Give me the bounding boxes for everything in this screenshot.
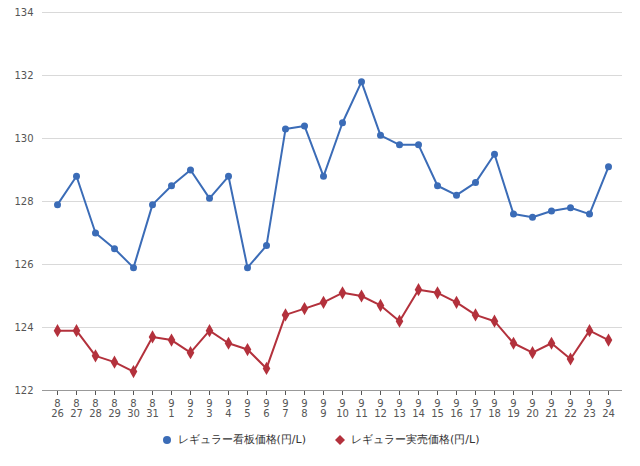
- svg-text:920: 920: [526, 398, 539, 419]
- svg-text:98: 98: [301, 398, 307, 419]
- svg-text:912: 912: [374, 398, 387, 419]
- svg-text:910: 910: [336, 398, 349, 419]
- svg-text:911: 911: [355, 398, 368, 419]
- svg-text:826: 826: [51, 398, 64, 419]
- svg-text:96: 96: [263, 398, 269, 419]
- svg-text:913: 913: [393, 398, 406, 419]
- svg-text:128: 128: [14, 196, 33, 207]
- svg-text:829: 829: [108, 398, 121, 419]
- svg-text:921: 921: [545, 398, 558, 419]
- svg-text:94: 94: [225, 398, 231, 419]
- svg-text:95: 95: [244, 398, 250, 419]
- svg-text:92: 92: [187, 398, 193, 419]
- svg-text:132: 132: [14, 70, 33, 81]
- svg-text:915: 915: [431, 398, 444, 419]
- svg-text:130: 130: [14, 133, 33, 144]
- svg-text:126: 126: [14, 259, 33, 270]
- svg-text:917: 917: [469, 398, 482, 419]
- svg-text:924: 924: [602, 398, 615, 419]
- html-text:レギュラー看板価格(円/L): レギュラー看板価格(円/L): [177, 433, 306, 446]
- svg-text:827: 827: [70, 398, 83, 419]
- svg-text:914: 914: [412, 398, 425, 419]
- svg-text:923: 923: [583, 398, 596, 419]
- svg-text:916: 916: [450, 398, 463, 419]
- svg-text:918: 918: [488, 398, 501, 419]
- svg-text:122: 122: [14, 385, 33, 396]
- svg-text:831: 831: [146, 398, 159, 419]
- svg-text:134: 134: [14, 7, 33, 18]
- svg-text:91: 91: [168, 398, 174, 419]
- svg-text:828: 828: [89, 398, 102, 419]
- svg-text:93: 93: [206, 398, 212, 419]
- html-text:レギュラー実売価格(円/L): レギュラー実売価格(円/L): [351, 433, 480, 446]
- svg-text:922: 922: [564, 398, 577, 419]
- svg-text:99: 99: [320, 398, 326, 419]
- svg-text:830: 830: [127, 398, 140, 419]
- svg-text:919: 919: [507, 398, 520, 419]
- svg-text:97: 97: [282, 398, 288, 419]
- svg-text:124: 124: [14, 322, 33, 333]
